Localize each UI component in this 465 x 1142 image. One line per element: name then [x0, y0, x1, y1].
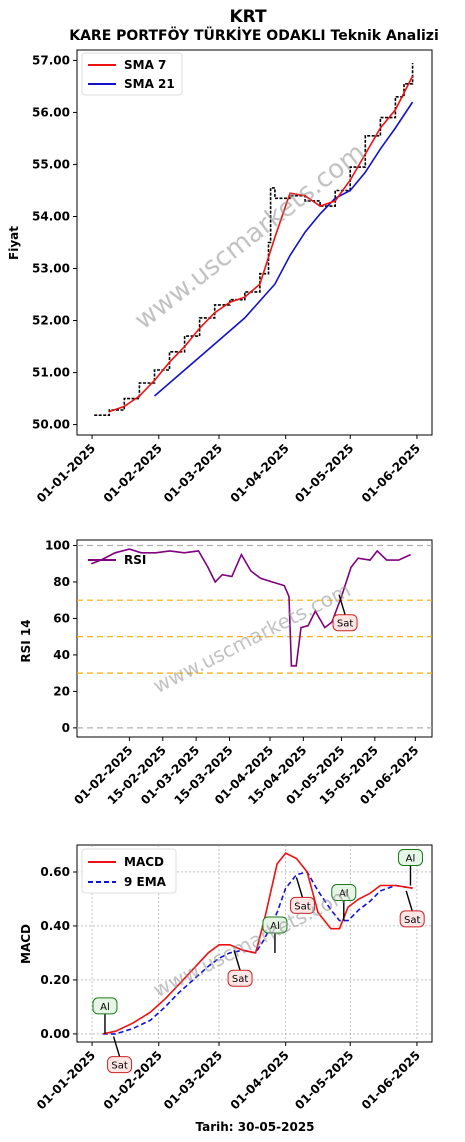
- annotation-arrow: [295, 877, 304, 898]
- buy-signal-box: [262, 916, 288, 934]
- annotation-arrow: [112, 1036, 121, 1057]
- rsi-plot-frame: [76, 539, 433, 738]
- buy-signal-label: Al: [270, 921, 280, 932]
- buy-signal-box: [397, 848, 423, 866]
- 0-y-tick-label: 51.00: [32, 366, 70, 380]
- price-y-axis-label: Fiyat: [7, 226, 21, 260]
- 1-y-tick-label: 40: [53, 648, 70, 662]
- buy-signal-box: [331, 884, 357, 902]
- price-plot-frame: [76, 49, 433, 436]
- watermark-rsi: www.uscmarkets.com: [149, 578, 354, 698]
- sell-signal-box: [289, 896, 315, 914]
- macd-legend: MACD 9 EMA: [81, 848, 177, 894]
- 2-x-tick-label: 01-06-2025: [359, 1048, 423, 1112]
- sma21-series-line: [153, 101, 414, 397]
- 0-x-tick-label: 01-01-2025: [34, 441, 98, 505]
- rsi-series-line: [91, 548, 411, 667]
- 2-y-tick-label: 0.40: [40, 919, 70, 933]
- legend-rsi-label: RSI: [124, 553, 146, 567]
- 2-x-tick-label: 01-04-2025: [228, 1048, 292, 1112]
- rsi-legend: RSI: [88, 553, 146, 567]
- legend-macd-label: MACD: [124, 855, 164, 869]
- price-legend: SMA 7 SMA 21: [81, 52, 183, 96]
- sell-signal-label: Sat: [232, 974, 248, 985]
- 2-x-tick-label: 01-03-2025: [161, 1048, 225, 1112]
- 0-x-tick-label: 01-05-2025: [292, 441, 356, 505]
- 2-y-tick-label: 0.60: [40, 865, 70, 879]
- buy-signal-label: Al: [100, 1002, 110, 1013]
- 1-y-tick-label: 60: [53, 611, 70, 625]
- price-series-line: [94, 63, 414, 416]
- legend-sma7-label: SMA 7: [124, 58, 166, 72]
- buy-signal-label: Al: [339, 889, 349, 900]
- 2-y-tick-label: 0.00: [40, 1027, 70, 1041]
- 1-y-tick-label: 100: [45, 538, 70, 552]
- 1-y-tick-label: 80: [53, 575, 70, 589]
- figure-subtitle: KARE PORTFÖY TÜRKİYE ODAKLI Teknik Anali…: [69, 26, 439, 44]
- 2-y-tick-label: 0.20: [40, 973, 70, 987]
- buy-signal-label: Al: [406, 853, 416, 864]
- annotation-arrow: [338, 594, 346, 615]
- 0-x-tick-label: 01-04-2025: [228, 441, 292, 505]
- annotation-arrow: [405, 890, 413, 912]
- 0-y-tick-label: 56.00: [32, 105, 70, 119]
- 0-y-tick-label: 52.00: [32, 314, 70, 328]
- sma7-series-line: [109, 75, 414, 413]
- 0-y-tick-label: 54.00: [32, 209, 70, 223]
- 0-x-tick-label: 01-02-2025: [101, 441, 165, 505]
- rsi-y-axis-label: RSI 14: [19, 619, 33, 662]
- annotation-arrow: [233, 950, 241, 971]
- 1-y-tick-label: 0: [62, 721, 70, 735]
- macd-y-axis-label: MACD: [19, 924, 33, 964]
- sell-signal-box: [399, 910, 425, 928]
- sell-signal-label: Sat: [337, 619, 353, 630]
- sell-signal-label: Sat: [404, 915, 420, 926]
- figure-title: KRT: [229, 7, 267, 27]
- legend-sma21-label: SMA 21: [124, 77, 175, 91]
- 0-y-tick-label: 53.00: [32, 262, 70, 276]
- sell-signal-box: [107, 1056, 133, 1074]
- macd-plot-frame: [76, 844, 433, 1043]
- legend-ema9-label: 9 EMA: [124, 875, 167, 889]
- 0-y-tick-label: 50.00: [32, 418, 70, 432]
- watermark-price: www.uscmarkets.com: [129, 138, 371, 336]
- 2-x-tick-label: 01-01-2025: [34, 1048, 98, 1112]
- 0-x-tick-label: 01-03-2025: [161, 441, 225, 505]
- 0-y-tick-label: 55.00: [32, 157, 70, 171]
- rsi-panel: 02040608010001-02-202515-02-202501-03-20…: [19, 538, 433, 807]
- sell-signal-box: [332, 614, 358, 632]
- sell-signal-box: [227, 969, 253, 987]
- 1-y-tick-label: 20: [53, 684, 70, 698]
- macd-series-line: [102, 852, 413, 1035]
- date-footer-label: Tarih: 30-05-2025: [195, 1120, 314, 1134]
- sell-signal-label: Sat: [294, 901, 310, 912]
- 0-y-tick-label: 57.00: [32, 53, 70, 67]
- sell-signal-label: Sat: [111, 1061, 127, 1072]
- 2-x-tick-label: 01-05-2025: [292, 1048, 356, 1112]
- buy-signal-box: [92, 997, 118, 1015]
- ema9-series-line: [102, 871, 413, 1035]
- 0-x-tick-label: 01-06-2025: [359, 441, 423, 505]
